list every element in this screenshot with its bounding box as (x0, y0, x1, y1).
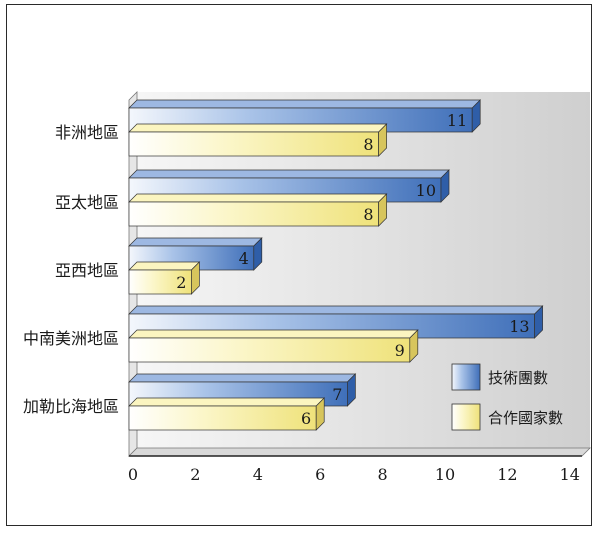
x-tick-label: 10 (435, 465, 455, 484)
legend-item-coop: 合作國家數 (451, 403, 563, 431)
category-label: 加勒比海地區 (23, 397, 119, 416)
bar-top-face (128, 397, 326, 407)
bar-top-face (128, 329, 419, 339)
bar-front-face (128, 405, 317, 431)
bar-value-label: 10 (416, 181, 436, 200)
bar-side-face (409, 329, 419, 363)
bar-value-label: 11 (447, 111, 467, 130)
x-tick-label: 0 (128, 465, 138, 484)
bar-top-face (128, 305, 544, 315)
bar-value-label: 4 (239, 249, 249, 268)
category-label: 亞太地區 (55, 193, 119, 212)
legend-item-tech: 技術團數 (451, 363, 548, 391)
bar-value-label: 2 (176, 273, 186, 292)
bar-side-face (191, 261, 200, 295)
bar-top-face (128, 373, 357, 383)
bar-top-face (128, 99, 482, 109)
bar-side-face (378, 193, 387, 227)
bar-side-face (253, 237, 263, 271)
legend-label: 技術團數 (488, 369, 548, 387)
bar-side-face (378, 123, 387, 157)
legend-swatch (451, 363, 481, 391)
x-tick-label: 12 (497, 465, 517, 484)
bar-side-face (347, 373, 356, 407)
bar-coop-3 (128, 329, 419, 363)
bar-value-label: 13 (509, 317, 529, 336)
bar-side-face (534, 305, 543, 339)
bar-side-face (315, 397, 325, 431)
bar-front-face (128, 337, 411, 363)
bar-value-label: 8 (363, 205, 373, 224)
bars-group (128, 99, 544, 431)
x-tick-label: 14 (560, 465, 580, 484)
category-label: 非洲地區 (55, 123, 119, 142)
bar-top-face (128, 169, 450, 179)
bar-value-label: 8 (363, 135, 373, 154)
x-tick-label: 8 (378, 465, 388, 484)
category-label: 亞西地區 (55, 261, 119, 280)
category-label: 中南美洲地區 (23, 329, 119, 348)
bar-top-face (128, 261, 201, 271)
bar-top-face (128, 193, 388, 203)
bar-value-label: 7 (332, 385, 342, 404)
bar-side-face (440, 169, 450, 203)
x-tick-label: 6 (315, 465, 325, 484)
bar-coop-0 (128, 123, 388, 157)
bar-coop-4 (128, 397, 326, 431)
bar-coop-2 (128, 261, 201, 295)
bar-top-face (128, 123, 388, 133)
legend-swatch (451, 403, 481, 431)
plot-floor (128, 447, 591, 457)
x-tick-label: 2 (190, 465, 200, 484)
bar-front-face (128, 131, 379, 157)
bar-side-face (471, 99, 481, 133)
legend-label: 合作國家數 (488, 409, 563, 427)
bar-value-label: 9 (395, 341, 405, 360)
labels-group: 11 8 非洲地區 10 8 亞太地區 4 2 亞西地區 13 9 中南美洲地區 7 6 加勒比海地區 0 2 4… (23, 111, 580, 484)
bar-value-label: 6 (301, 409, 311, 428)
bar-front-face (128, 201, 379, 227)
x-tick-label: 4 (253, 465, 263, 484)
bar-top-face (128, 237, 263, 247)
bar-coop-1 (128, 193, 388, 227)
